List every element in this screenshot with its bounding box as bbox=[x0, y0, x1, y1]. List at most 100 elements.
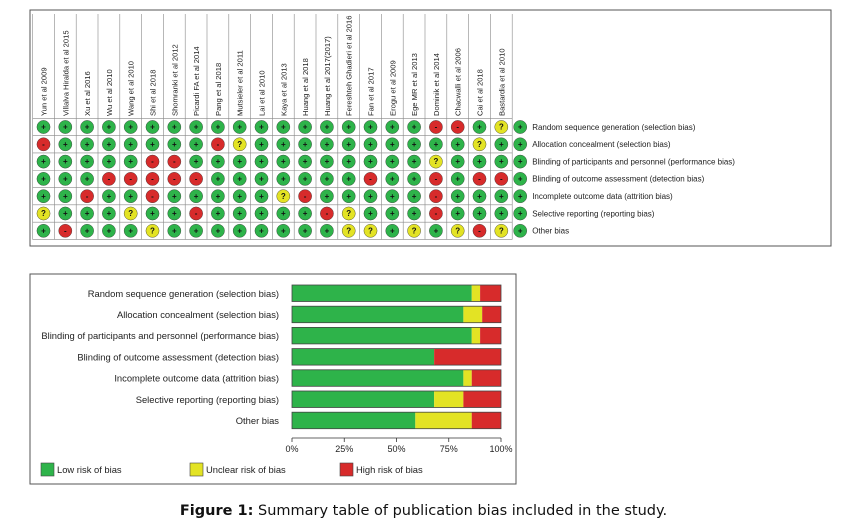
risk-symbol: + bbox=[281, 209, 286, 218]
risk-symbol: + bbox=[107, 140, 112, 149]
risk-symbol: + bbox=[303, 123, 308, 132]
risk-cell-low bbox=[341, 137, 356, 152]
risk-symbol: + bbox=[216, 226, 221, 235]
risk-symbol: + bbox=[128, 140, 133, 149]
bar-category-label: Blinding of outcome assessment (detectio… bbox=[77, 351, 279, 362]
study-header: Xu et al 2016 bbox=[83, 71, 92, 116]
bar-category-label: Other bias bbox=[236, 415, 280, 426]
risk-symbol: + bbox=[63, 157, 68, 166]
risk-symbol: + bbox=[216, 157, 221, 166]
risk-symbol: ? bbox=[237, 140, 242, 149]
risk-symbol: + bbox=[107, 157, 112, 166]
risk-symbol: ? bbox=[477, 140, 482, 149]
domain-label: Selective reporting (reporting bias) bbox=[532, 209, 655, 218]
risk-cell-low bbox=[363, 189, 378, 203]
risk-cell-low bbox=[385, 189, 400, 203]
risk-cell-unclear bbox=[450, 223, 465, 238]
bar-segment bbox=[463, 391, 501, 408]
risk-cell-unclear bbox=[494, 120, 509, 134]
bar-segment bbox=[480, 327, 501, 344]
risk-symbol: + bbox=[172, 192, 177, 201]
domain-label: Incomplete outcome data (attrition bias) bbox=[532, 192, 673, 201]
bar-outline bbox=[291, 305, 502, 324]
domain-label: Blinding of participants and personnel (… bbox=[532, 157, 735, 166]
risk-symbol: + bbox=[477, 192, 482, 201]
bar-segments bbox=[291, 284, 502, 430]
study-header: Shi et al 2018 bbox=[149, 70, 158, 116]
risk-cell-low bbox=[80, 154, 94, 169]
study-header: Fan et al 2017 bbox=[367, 67, 376, 116]
risk-symbol: - bbox=[108, 175, 111, 184]
risk-symbol: + bbox=[41, 226, 46, 235]
risk-cell-low bbox=[211, 206, 225, 221]
risk-symbol: ? bbox=[150, 226, 155, 235]
risk-cell-low bbox=[341, 172, 356, 186]
risk-symbol: + bbox=[303, 226, 308, 235]
row-marker-symbol: + bbox=[518, 140, 523, 149]
risk-symbol: + bbox=[194, 123, 199, 132]
risk-symbol: + bbox=[499, 140, 504, 149]
risk-cell-low bbox=[407, 206, 421, 221]
bar-category-label: Allocation concealment (selection bias) bbox=[117, 309, 279, 320]
study-header: Chacwalli et al 2006 bbox=[454, 48, 463, 116]
risk-symbol: - bbox=[456, 123, 459, 132]
risk-cell-low bbox=[450, 206, 465, 221]
risk-symbol: - bbox=[129, 175, 132, 184]
risk-cell-low bbox=[211, 172, 225, 186]
risk-symbol: + bbox=[368, 209, 373, 218]
risk-cell-high bbox=[429, 189, 443, 203]
risk-symbol: + bbox=[303, 140, 308, 149]
risk-symbol: + bbox=[412, 157, 417, 166]
risk-symbol: + bbox=[107, 123, 112, 132]
row-marker-symbol: + bbox=[518, 175, 523, 184]
risk-cell-unclear bbox=[363, 223, 378, 238]
risk-symbol: - bbox=[435, 123, 438, 132]
risk-symbol: + bbox=[390, 140, 395, 149]
risk-cell-low bbox=[320, 223, 334, 238]
risk-symbol: + bbox=[455, 175, 460, 184]
row-marker bbox=[513, 154, 528, 169]
bar-segment bbox=[434, 391, 464, 408]
risk-cell-low bbox=[145, 206, 160, 221]
risk-symbol: + bbox=[150, 123, 155, 132]
risk-symbol: + bbox=[85, 175, 90, 184]
risk-cell-low bbox=[385, 172, 400, 186]
study-header: Wang et al 2010 bbox=[127, 61, 136, 116]
risk-symbol: + bbox=[128, 123, 133, 132]
risk-symbol: + bbox=[412, 209, 417, 218]
risk-cell-low bbox=[254, 137, 269, 152]
risk-cell-high bbox=[123, 172, 138, 186]
risk-cell-low bbox=[232, 189, 247, 203]
risk-cell-high bbox=[102, 172, 116, 186]
risk-symbol: - bbox=[500, 175, 503, 184]
risk-cell-low bbox=[36, 223, 51, 238]
risk-symbol: - bbox=[151, 157, 154, 166]
risk-symbol: ? bbox=[412, 226, 417, 235]
risk-symbol: + bbox=[499, 192, 504, 201]
row-marker bbox=[513, 223, 528, 238]
risk-symbol: - bbox=[304, 192, 307, 201]
risk-cell-low bbox=[102, 223, 116, 238]
study-header: Picardi FA et al 2014 bbox=[192, 46, 201, 116]
risk-symbol: + bbox=[85, 209, 90, 218]
risk-cell-low bbox=[211, 189, 225, 203]
risk-cell-low bbox=[298, 137, 312, 152]
risk-symbol: + bbox=[434, 140, 439, 149]
risk-symbol: + bbox=[216, 209, 221, 218]
risk-symbol: + bbox=[325, 226, 330, 235]
risk-symbol: + bbox=[412, 192, 417, 201]
legend-label: Unclear risk of bias bbox=[206, 464, 286, 475]
risk-symbol: + bbox=[368, 192, 373, 201]
risk-symbol: + bbox=[237, 123, 242, 132]
risk-symbol: + bbox=[434, 226, 439, 235]
risk-symbol: - bbox=[195, 175, 198, 184]
risk-symbol: - bbox=[435, 175, 438, 184]
risk-symbol: + bbox=[194, 226, 199, 235]
risk-cell-low bbox=[58, 154, 73, 169]
bar-segment bbox=[471, 412, 501, 429]
risk-cell-low bbox=[254, 154, 269, 169]
risk-symbol: + bbox=[85, 123, 90, 132]
risk-symbol: + bbox=[237, 209, 242, 218]
risk-symbol: - bbox=[173, 175, 176, 184]
